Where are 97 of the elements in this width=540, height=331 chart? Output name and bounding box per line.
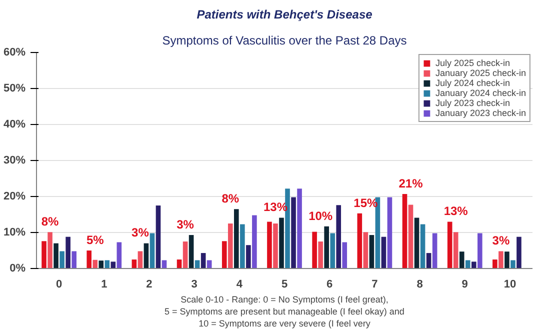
bar	[110, 262, 116, 268]
bar	[228, 224, 233, 268]
x-tick-label: 0	[56, 278, 62, 290]
bar	[72, 251, 76, 268]
bar	[357, 213, 362, 268]
data-label: 3%	[176, 217, 194, 232]
bar	[194, 260, 200, 268]
bar	[414, 218, 420, 268]
x-tick-label: 8	[416, 278, 423, 290]
bar	[381, 236, 386, 268]
bar	[369, 235, 374, 268]
bar	[387, 197, 392, 268]
data-label: 3%	[132, 226, 150, 240]
x-axis-title: Scale 0-10 - Range: 0 = No Symptoms (I feel great), 5 = Symptoms are present but manageable (I feel okay) and 10 = Symptoms are very severe (I feel very	[164, 294, 404, 328]
legend-label: July 2023 check-in	[435, 98, 510, 108]
bar	[447, 222, 452, 268]
bar	[182, 242, 188, 268]
bar	[516, 236, 522, 268]
bar	[54, 243, 58, 268]
x-tick-label: 9	[462, 278, 468, 290]
bar	[312, 232, 317, 268]
x-tick-label: 4	[236, 278, 244, 290]
bar	[471, 262, 476, 268]
data-label: 3%	[492, 234, 510, 248]
x-tick-label: 2	[146, 278, 152, 290]
bar	[60, 251, 64, 268]
bar	[330, 233, 335, 268]
bar	[188, 235, 194, 268]
bar	[492, 260, 498, 268]
bar	[432, 233, 438, 268]
bar	[336, 205, 342, 268]
legend-label: January 2025 check-in	[435, 68, 526, 78]
bar	[426, 253, 432, 268]
bar	[252, 215, 257, 268]
bar	[156, 206, 161, 268]
legend-label: January 2023 check-in	[435, 108, 526, 118]
bar	[98, 260, 104, 268]
bar	[477, 233, 482, 268]
x-tick-label: 6	[326, 278, 333, 290]
bar	[66, 236, 70, 268]
bar	[453, 232, 458, 268]
bar	[420, 224, 426, 268]
bar	[104, 260, 110, 268]
bar	[116, 242, 122, 268]
bar	[273, 224, 278, 268]
x-tick-label: 3	[191, 278, 198, 290]
data-label: 8%	[41, 214, 60, 229]
legend-label: January 2024 check-in	[435, 88, 526, 98]
legend-label: July 2024 check-in	[435, 78, 510, 88]
data-label: 13%	[444, 204, 468, 218]
x-tick-label: 1	[101, 278, 108, 290]
bar	[324, 226, 329, 268]
bar	[246, 245, 251, 268]
bar	[162, 260, 167, 268]
bar	[150, 233, 155, 268]
y-tick-label: 50%	[3, 82, 26, 94]
y-tick-label: 20%	[3, 190, 26, 202]
data-label: 10%	[308, 208, 333, 223]
y-tick-label: 60%	[3, 46, 26, 58]
bar	[465, 260, 470, 268]
bar	[267, 222, 272, 268]
bar	[240, 224, 245, 268]
bar	[498, 251, 504, 268]
bar	[291, 197, 296, 268]
data-label: 21%	[398, 176, 424, 190]
bar	[510, 260, 516, 268]
data-label: 8%	[222, 192, 240, 206]
bar	[402, 194, 408, 268]
bar	[234, 209, 239, 268]
bar	[504, 252, 510, 268]
bar	[279, 218, 284, 268]
bar	[459, 252, 464, 268]
y-tick-label: 0%	[10, 262, 26, 274]
bar	[408, 204, 414, 268]
bar	[48, 232, 52, 268]
x-tick-label: 7	[372, 278, 378, 290]
x-tick-label: 10	[504, 278, 516, 290]
bar	[42, 241, 46, 268]
bar	[200, 253, 206, 268]
bar	[86, 250, 92, 268]
legend-label: July 2025 check-in	[435, 58, 510, 68]
bar	[297, 188, 302, 268]
data-label: 5%	[86, 232, 104, 247]
bar	[92, 260, 98, 268]
bar	[144, 243, 149, 268]
bar	[342, 242, 348, 268]
bar	[318, 242, 323, 268]
bar	[206, 260, 212, 268]
chart-title: Patients with Behçet's Disease	[196, 8, 373, 22]
bar	[138, 251, 143, 268]
x-tick-label: 5	[281, 278, 288, 290]
bar	[363, 232, 368, 268]
y-tick-label: 30%	[3, 154, 26, 166]
bar	[222, 241, 227, 268]
y-tick-label: 40%	[3, 118, 26, 130]
y-tick-label: 10%	[3, 226, 26, 238]
chart-subtitle: Symptoms of Vasculitis over the Past 28 Days	[162, 34, 407, 48]
